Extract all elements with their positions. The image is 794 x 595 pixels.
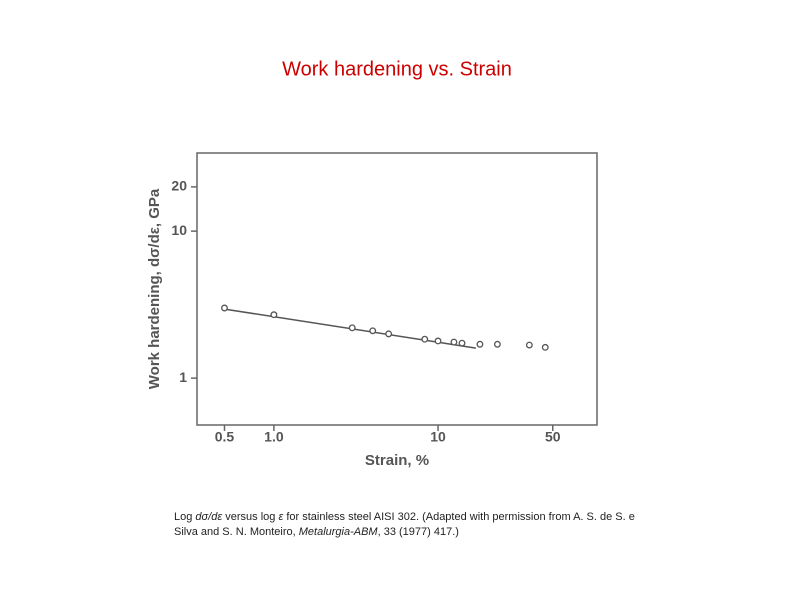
data-point xyxy=(348,324,356,332)
x-axis-label: Strain, % xyxy=(365,452,429,469)
x-tick-label: 1.0 xyxy=(264,429,284,445)
data-point xyxy=(525,341,533,349)
y-tick-label: 10 xyxy=(171,222,187,238)
caption-text: dσ/dε xyxy=(195,511,223,523)
data-point xyxy=(476,340,484,348)
caption: Log dσ/dε versus log ε for stainless ste… xyxy=(174,510,644,540)
data-point xyxy=(369,327,377,335)
caption-text: for stainless steel AISI 302. (Adapted w… xyxy=(174,511,635,538)
data-point xyxy=(541,343,549,351)
y-tick-label: 1 xyxy=(179,369,187,385)
x-tick-label: 50 xyxy=(545,429,561,445)
data-point xyxy=(458,339,466,347)
chart-title: Work hardening vs. Strain xyxy=(282,58,512,80)
data-point xyxy=(385,330,393,338)
data-point xyxy=(493,340,501,348)
data-point xyxy=(221,304,228,312)
y-tick-label: 20 xyxy=(171,178,187,194)
caption-text: ε xyxy=(278,511,284,523)
x-tick-label: 0.5 xyxy=(215,429,235,445)
data-point xyxy=(270,311,278,319)
data-point xyxy=(450,338,458,346)
caption-text: versus log xyxy=(222,511,279,523)
plot-frame xyxy=(196,152,598,426)
chart: Work hardening vs. Strain Strain, % Work… xyxy=(146,58,598,469)
x-tick-label: 10 xyxy=(430,429,446,445)
y-axis-label: Work hardening, dσ/dε, GPa xyxy=(146,188,163,389)
caption-text: Metalurgia-ABM xyxy=(298,526,378,538)
caption-text: Log xyxy=(174,511,196,523)
data-point xyxy=(434,337,442,345)
caption-text: , 33 (1977) 417.) xyxy=(377,526,459,538)
data-point xyxy=(421,335,429,343)
